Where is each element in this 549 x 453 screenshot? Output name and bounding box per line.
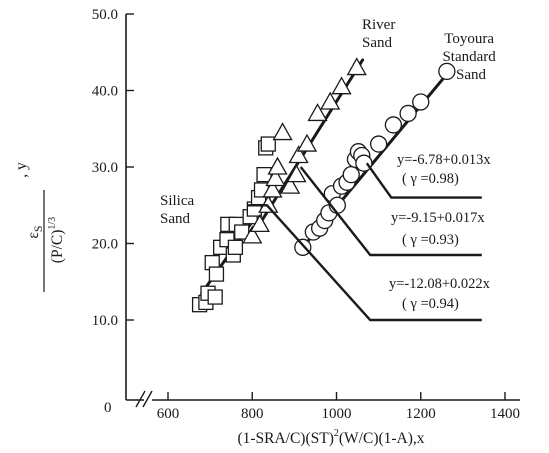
river-sand-point (331, 76, 352, 95)
y-tick-label: 50.0 (92, 7, 118, 23)
fit-annotation-3: y=-12.08+0.022x ( γ =0.94) (389, 276, 491, 312)
fit-equation-2: y=-9.15+0.017x (391, 210, 485, 226)
y-axis-title-denominator: (P/C)1/3 (47, 217, 66, 263)
fit-r-3: ( γ =0.94) (402, 296, 459, 312)
toyoura-sand-point (438, 62, 456, 81)
origin-label: 0 (104, 400, 112, 416)
toyoura-sand-point (342, 165, 360, 184)
river-sand-point (272, 122, 293, 141)
series-label-toyoura: Toyoura Standard Sand (442, 31, 499, 83)
series-label-river: River Sand (362, 17, 399, 51)
river-sand-point (296, 133, 318, 152)
y-tick-label: 40.0 (92, 84, 118, 100)
toyoura-sand-point (384, 116, 403, 134)
x-tick-label: 1000 (322, 406, 352, 422)
fit-equation-3: y=-12.08+0.022x (389, 276, 491, 292)
river-sand-point (280, 175, 301, 194)
y-tick-label: 20.0 (92, 237, 118, 253)
river-sand-point (249, 214, 270, 233)
fit-equation-1: y=-6.78+0.013x (397, 152, 491, 168)
river-sand-point (288, 145, 309, 164)
data-points (191, 57, 456, 313)
series-label-silica: Silica Sand (160, 193, 198, 227)
river-sand-point (346, 57, 367, 76)
river-sand-point (262, 179, 283, 198)
y-tick-label: 30.0 (92, 160, 118, 176)
river-sand-point (320, 91, 341, 110)
x-tick-label: 800 (241, 406, 264, 422)
x-tick-label: 1200 (406, 406, 436, 422)
x-axis-title: (1-SRA/C)(ST)2(W/C)(1-A),x (237, 428, 424, 447)
y-axis-ticks: 10.0 20.0 30.0 40.0 50.0 (92, 7, 134, 329)
fit-r-1: ( γ =0.98) (402, 171, 459, 187)
toyoura-sand-point (355, 154, 373, 172)
y-axis-title: εS (P/C)1/3 , y (13, 162, 66, 292)
y-axis-title-suffix: , y (13, 162, 30, 178)
x-tick-label: 600 (157, 406, 180, 422)
leader-lines (248, 162, 482, 322)
river-sand-point (265, 168, 286, 187)
leader-line-river (299, 166, 482, 257)
x-tick-label: 1400 (490, 406, 520, 422)
silica-sand-point (227, 239, 244, 255)
silica-sand-point (260, 136, 276, 152)
leader-line-toyoura (365, 162, 482, 199)
silica-sand-point (208, 266, 225, 282)
fit-annotation-2: y=-9.15+0.017x ( γ =0.93) (391, 210, 485, 248)
silica-sand-point (207, 289, 223, 305)
leader-line-silica (248, 204, 482, 322)
toyoura-sand-point (399, 104, 417, 123)
x-axis-ticks: 600 800 1000 1200 1400 (157, 392, 520, 422)
toyoura-sand-point (412, 93, 430, 111)
y-tick-label: 10.0 (92, 313, 118, 329)
river-sand-point (267, 156, 288, 175)
river-sand-point (307, 103, 328, 122)
y-axis-title-numerator: εS (25, 225, 45, 238)
fit-r-2: ( γ =0.93) (402, 232, 459, 248)
toyoura-sand-point (369, 135, 388, 153)
fit-annotation-1: y=-6.78+0.013x ( γ =0.98) (397, 152, 491, 187)
x-axis-break-mark (135, 390, 153, 408)
river-sand-point (242, 225, 263, 244)
river-sand-point (286, 164, 307, 183)
